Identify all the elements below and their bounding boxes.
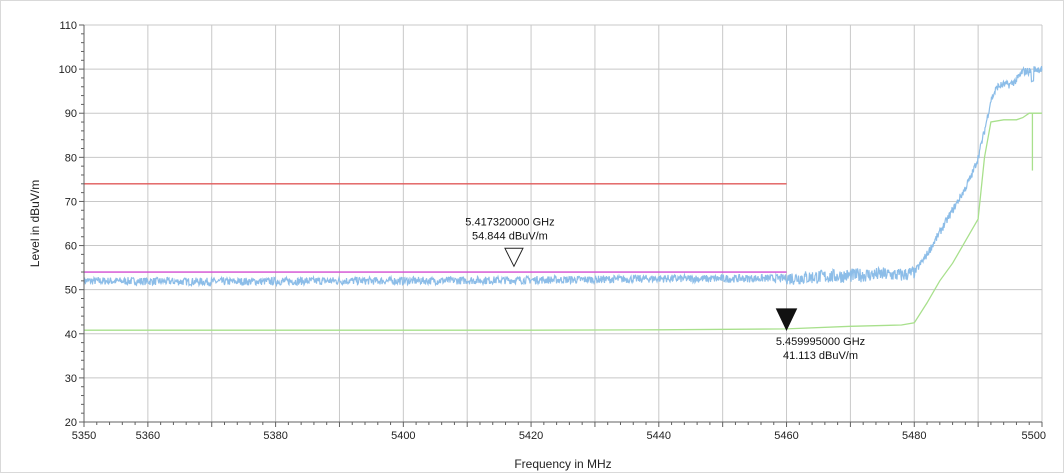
peak-trace-line xyxy=(83,65,1043,288)
y-tick-label: 30 xyxy=(65,373,77,385)
marker-1-level: 54.844 dBuV/m xyxy=(472,230,548,242)
x-tick-label: 5400 xyxy=(391,430,415,442)
x-tick-label: 5440 xyxy=(647,430,671,442)
y-tick-label: 20 xyxy=(65,417,77,429)
y-tick-label: 110 xyxy=(59,20,77,32)
y-tick-label: 50 xyxy=(65,285,77,297)
marker-filled-triangle xyxy=(775,308,798,332)
marker-1-frequency: 5.417320000 GHz xyxy=(465,216,554,228)
x-axis-title: Frequency in MHz xyxy=(514,457,611,471)
y-tick-label: 70 xyxy=(65,196,77,208)
marker-hollow-triangle xyxy=(504,247,524,268)
x-tick-label: 5500 xyxy=(1022,430,1046,442)
marker-2-frequency: 5.459995000 GHz xyxy=(776,336,865,348)
y-axis-title: Level in dBuV/m xyxy=(28,180,42,267)
plot-area xyxy=(84,25,1042,422)
x-tick-label: 5420 xyxy=(519,430,543,442)
markers: 5.417320000 GHz 54.844 dBuV/m 5.459995000 … xyxy=(465,216,865,362)
x-tick-label: 5380 xyxy=(263,430,287,442)
x-tick-label: 5480 xyxy=(902,430,926,442)
average-trace-line xyxy=(84,112,1042,331)
x-tick-label: 5360 xyxy=(136,430,160,442)
y-tick-label: 60 xyxy=(65,241,77,253)
y-tick-label: 80 xyxy=(65,152,77,164)
y-tick-label: 100 xyxy=(59,64,77,76)
y-tick-label: 40 xyxy=(65,329,77,341)
x-tick-label: 5460 xyxy=(774,430,798,442)
series-layer xyxy=(83,65,1043,331)
marker-2-level: 41.113 dBuV/m xyxy=(783,350,858,362)
y-tick-label: 90 xyxy=(65,108,77,120)
grid xyxy=(83,24,1043,423)
x-tick-label: 5350 xyxy=(72,430,96,442)
axes: 20 30 40 50 60 70 80 90 100 110 5350 5360 5380 5400 54… xyxy=(59,20,1046,442)
